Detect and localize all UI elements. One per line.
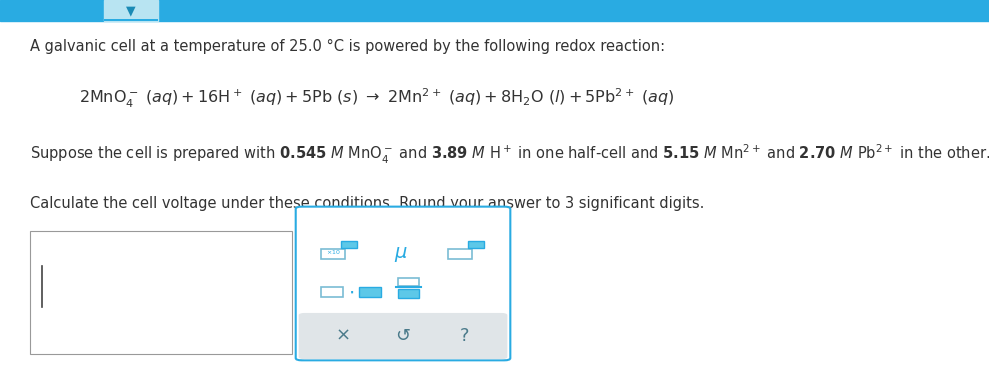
Bar <box>0 0 989 21</box>
FancyBboxPatch shape <box>448 249 472 259</box>
Text: $\times 10$: $\times 10$ <box>326 248 340 256</box>
FancyBboxPatch shape <box>398 289 419 298</box>
FancyBboxPatch shape <box>341 241 357 248</box>
Text: ▼: ▼ <box>127 4 135 17</box>
Text: $2\mathrm{MnO_4^-}\ (aq) + 16\mathrm{H^+}\ (aq) + 5\mathrm{Pb}\ (s)\ \rightarrow: $2\mathrm{MnO_4^-}\ (aq) + 16\mathrm{H^+… <box>79 87 674 110</box>
FancyBboxPatch shape <box>468 241 484 248</box>
Text: $\mu$: $\mu$ <box>394 245 407 263</box>
FancyBboxPatch shape <box>321 249 345 259</box>
Text: Calculate the cell voltage under these conditions. Round your answer to 3 signif: Calculate the cell voltage under these c… <box>30 196 704 211</box>
FancyBboxPatch shape <box>359 287 381 297</box>
FancyBboxPatch shape <box>30 231 292 354</box>
FancyBboxPatch shape <box>296 207 510 360</box>
Text: $\cdot$: $\cdot$ <box>348 282 354 301</box>
Text: A galvanic cell at a temperature of 25.0 °C is powered by the following redox re: A galvanic cell at a temperature of 25.0… <box>30 39 665 54</box>
FancyBboxPatch shape <box>299 313 507 359</box>
Bar <box>104 19 158 21</box>
FancyBboxPatch shape <box>398 278 419 286</box>
Text: ×: × <box>335 327 351 345</box>
Text: ?: ? <box>460 327 470 345</box>
Text: ↺: ↺ <box>395 327 410 345</box>
Bar <box>104 0 158 21</box>
Text: Suppose the cell is prepared with $\mathbf{0.545}\ \mathit{M}\ \mathrm{MnO_4^-}$: Suppose the cell is prepared with $\math… <box>30 143 989 166</box>
FancyBboxPatch shape <box>321 287 343 297</box>
